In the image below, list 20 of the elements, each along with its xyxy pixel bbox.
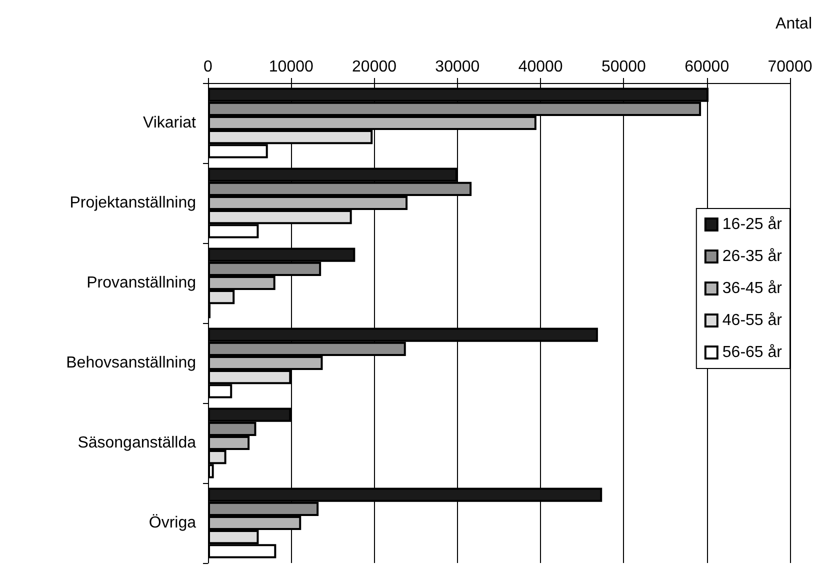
y-tick-label: Provanställning <box>86 274 196 292</box>
legend-label: 26-35 år <box>722 248 783 265</box>
y-tick-label: Behovsanställning <box>66 354 196 372</box>
x-tick-label: 10000 <box>268 58 314 76</box>
x-tick-label: 40000 <box>518 58 563 76</box>
x-tick-label: 0 <box>204 58 213 76</box>
y-tick-label: Säsonganställda <box>78 434 196 452</box>
x-tick-label: 60000 <box>684 58 730 76</box>
x-tick-label: 30000 <box>435 58 480 76</box>
legend-label: 16-25 år <box>722 216 783 233</box>
y-tick-label: Vikariat <box>142 114 197 132</box>
legend-label: 46-55 år <box>722 312 783 329</box>
legend-label: 36-45 år <box>722 280 783 297</box>
x-tick-label: 20000 <box>352 58 397 76</box>
y-tick-label: Övriga <box>148 514 196 532</box>
y-tick-label: Projektanställning <box>70 194 196 212</box>
x-tick-label: 70000 <box>768 58 812 76</box>
x-axis-title: Antal <box>776 16 812 32</box>
x-tick-label: 50000 <box>601 58 646 76</box>
legend-label: 56-65 år <box>722 344 783 361</box>
